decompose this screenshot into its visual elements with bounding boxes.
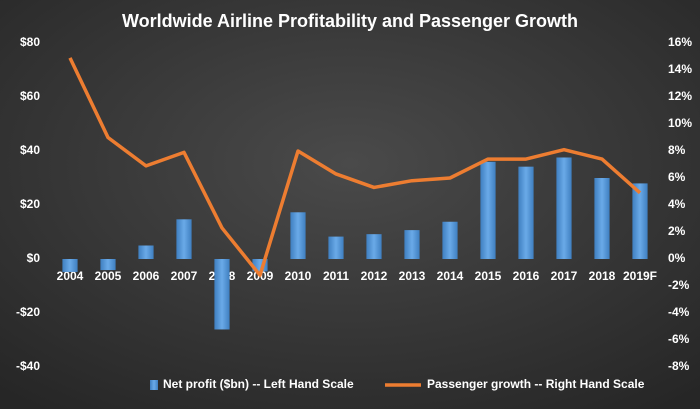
- x-tick-label: 2015: [475, 269, 502, 283]
- y2-tick-label: 16%: [668, 35, 692, 49]
- y-tick-label: -$40: [16, 359, 40, 373]
- legend-label: Net profit ($bn) -- Left Hand Scale: [163, 377, 354, 391]
- line: [68, 57, 642, 277]
- y2-tick-label: 4%: [668, 197, 686, 211]
- legend-label: Passenger growth -- Right Hand Scale: [427, 377, 645, 391]
- x-tick-label: 2004: [57, 269, 84, 283]
- bar: [176, 219, 192, 259]
- x-tick-label: 2019F: [623, 269, 657, 283]
- bar: [290, 212, 306, 259]
- y2-tick-label: 14%: [668, 62, 692, 76]
- bar: [404, 230, 420, 259]
- y2-tick-label: -8%: [668, 359, 690, 373]
- x-tick-label: 2013: [399, 269, 426, 283]
- y2-tick-label: -4%: [668, 305, 690, 319]
- y2-tick-label: 12%: [668, 89, 692, 103]
- bar: [214, 259, 230, 330]
- y-tick-label: $0: [27, 251, 41, 265]
- x-tick-label: 2017: [551, 269, 578, 283]
- bar: [138, 245, 154, 259]
- x-tick-label: 2018: [589, 269, 616, 283]
- bar: [100, 259, 116, 271]
- bar: [594, 178, 610, 259]
- x-tick-label: 2012: [361, 269, 388, 283]
- x-tick-label: 2011: [323, 269, 349, 283]
- chart-title: Worldwide Airline Profitability and Pass…: [122, 11, 578, 31]
- y2-tick-label: 8%: [668, 143, 686, 157]
- y2-tick-label: 10%: [668, 116, 692, 130]
- y2-tick-label: -2%: [668, 278, 690, 292]
- x-tick-label: 2016: [513, 269, 540, 283]
- x-tick-label: 2014: [437, 269, 464, 283]
- y-tick-label: $20: [20, 197, 40, 211]
- bar: [442, 221, 458, 259]
- bar: [328, 236, 344, 259]
- y-tick-label: $80: [20, 35, 40, 49]
- y-tick-label: -$20: [16, 305, 40, 319]
- x-tick-label: 2007: [171, 269, 198, 283]
- y2-tick-label: -6%: [668, 332, 690, 346]
- bar: [632, 183, 648, 259]
- bar: [518, 166, 534, 259]
- legend-swatch: [150, 380, 158, 390]
- bar: [62, 259, 78, 272]
- y-tick-label: $60: [20, 89, 40, 103]
- x-tick-label: 2005: [95, 269, 122, 283]
- x-tick-label: 2010: [285, 269, 312, 283]
- y2-tick-label: 0%: [668, 251, 686, 265]
- y2-tick-label: 2%: [668, 224, 686, 238]
- bar: [480, 161, 496, 259]
- bar: [556, 157, 572, 259]
- y2-tick-label: 6%: [668, 170, 686, 184]
- x-tick-label: 2006: [133, 269, 160, 283]
- y-tick-label: $40: [20, 143, 40, 157]
- bar: [366, 234, 382, 259]
